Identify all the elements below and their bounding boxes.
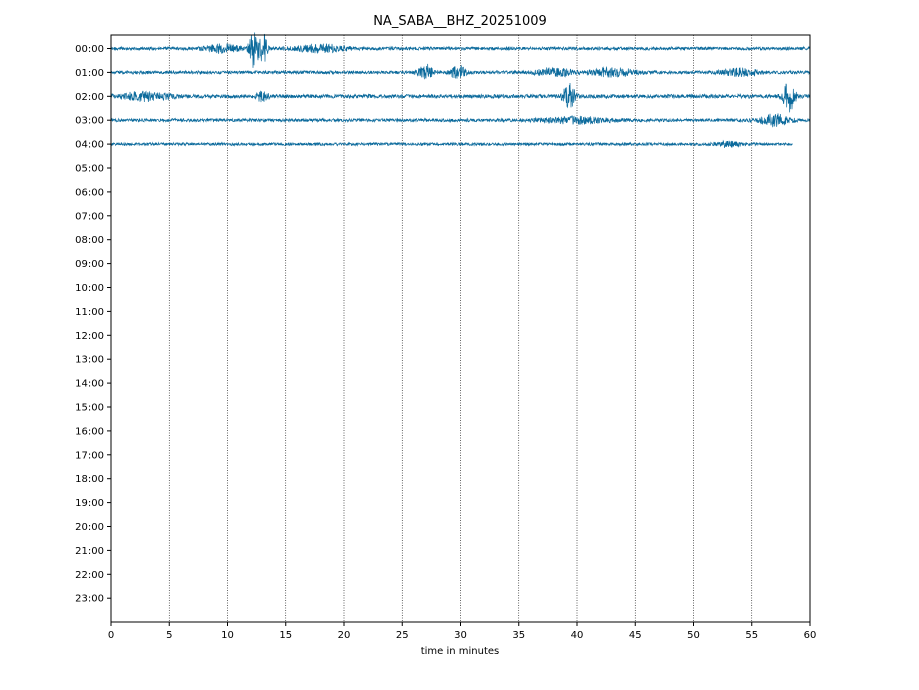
y-tick-label: 02:00: [75, 92, 104, 103]
x-tick-label: 25: [396, 630, 409, 641]
x-tick-label: 5: [166, 630, 172, 641]
y-tick-label: 07:00: [75, 211, 104, 222]
y-tick-label: 18:00: [75, 474, 104, 485]
x-tick-label: 55: [745, 630, 758, 641]
y-tick-label: 00:00: [75, 44, 104, 55]
traces: [110, 32, 811, 148]
y-tick-label: 09:00: [75, 259, 104, 270]
y-tick-label: 05:00: [75, 164, 104, 175]
y-tick-label: 15:00: [75, 403, 104, 414]
x-tick-label: 45: [629, 630, 642, 641]
grid-lines: [168, 35, 753, 622]
y-tick-label: 10:00: [75, 283, 104, 294]
y-tick-label: 14:00: [75, 379, 104, 390]
trace-0100: [110, 63, 811, 80]
y-tick-label: 04:00: [75, 140, 104, 151]
y-tick-label: 12:00: [75, 331, 104, 342]
x-tick-label: 10: [221, 630, 234, 641]
y-tick-label: 22:00: [75, 570, 104, 581]
x-tick-label: 35: [512, 630, 525, 641]
trace-0200: [110, 82, 811, 113]
x-tick-label: 60: [804, 630, 817, 641]
y-tick-label: 11:00: [75, 307, 104, 318]
x-axis-label: time in minutes: [421, 646, 500, 657]
y-tick-label: 16:00: [75, 426, 104, 437]
x-tick-label: 20: [338, 630, 351, 641]
trace-0000: [110, 32, 811, 68]
trace-0300: [110, 113, 811, 128]
y-tick-label: 08:00: [75, 235, 104, 246]
y-tick-label: 03:00: [75, 116, 104, 127]
x-tick-label: 50: [687, 630, 700, 641]
x-tick-label: 0: [108, 630, 114, 641]
x-tick-label: 15: [279, 630, 292, 641]
x-tick-label: 30: [454, 630, 467, 641]
x-axis-ticks: 0 5 10 15 20 25 30 35 40 45 50 55 60: [108, 622, 817, 641]
y-tick-label: 17:00: [75, 450, 104, 461]
chart-title: NA_SABA__BHZ_20251009: [373, 14, 547, 29]
y-tick-label: 21:00: [75, 546, 104, 557]
x-tick-label: 40: [571, 630, 584, 641]
y-tick-label: 01:00: [75, 68, 104, 79]
y-tick-label: 06:00: [75, 187, 104, 198]
y-tick-label: 19:00: [75, 498, 104, 509]
y-tick-label: 20:00: [75, 522, 104, 533]
trace-0400: [110, 139, 793, 148]
y-tick-label: 23:00: [75, 594, 104, 605]
y-tick-label: 13:00: [75, 355, 104, 366]
y-axis-ticks: 00:00 01:00 02:00 03:00 04:00 05:00 06:00 07:00…: [75, 44, 111, 605]
